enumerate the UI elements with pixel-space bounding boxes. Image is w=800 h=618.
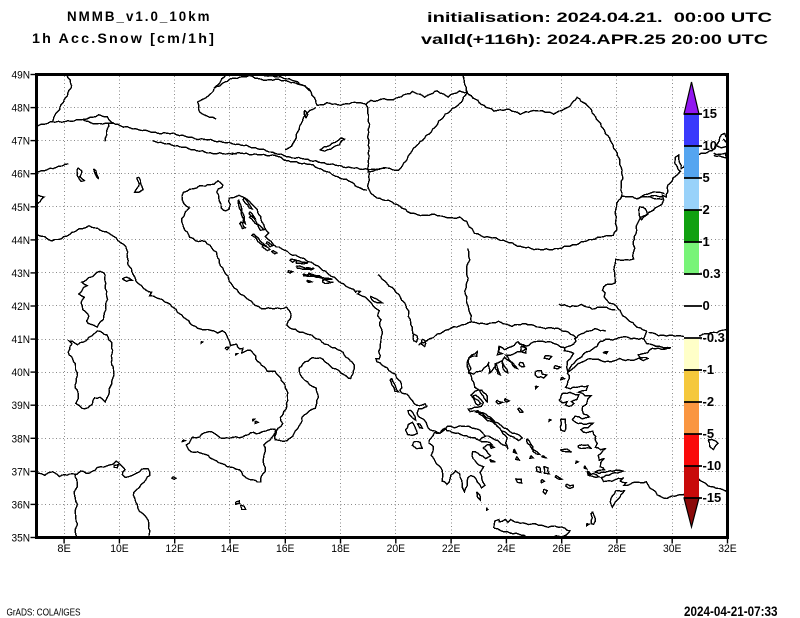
svg-text:30E: 30E xyxy=(663,543,682,555)
svg-text:39N: 39N xyxy=(12,400,31,412)
svg-text:2024-04-21-07:33: 2024-04-21-07:33 xyxy=(684,604,778,618)
svg-text:45N: 45N xyxy=(12,202,31,214)
svg-text:47N: 47N xyxy=(12,136,31,148)
svg-text:-1: -1 xyxy=(703,362,715,377)
svg-text:41N: 41N xyxy=(12,334,31,346)
svg-text:-2: -2 xyxy=(703,394,715,409)
svg-text:46N: 46N xyxy=(12,169,31,181)
svg-text:24E: 24E xyxy=(497,543,515,555)
svg-text:-0.3: -0.3 xyxy=(703,330,725,345)
svg-text:-5: -5 xyxy=(703,426,715,441)
svg-text:22E: 22E xyxy=(442,543,461,555)
svg-text:10E: 10E xyxy=(110,543,129,555)
svg-text:28E: 28E xyxy=(608,543,627,555)
svg-text:18E: 18E xyxy=(331,543,350,555)
svg-text:14E: 14E xyxy=(221,543,240,555)
svg-text:49N: 49N xyxy=(12,70,31,82)
svg-text:0.3: 0.3 xyxy=(703,266,721,281)
svg-text:initialisation: 2024.04.21. 0: initialisation: 2024.04.21. 00:00 UTC xyxy=(427,9,772,25)
svg-text:5: 5 xyxy=(703,170,710,185)
svg-text:1: 1 xyxy=(703,234,710,249)
svg-text:26E: 26E xyxy=(552,543,571,555)
svg-text:15: 15 xyxy=(703,106,717,121)
svg-text:48N: 48N xyxy=(12,103,31,115)
svg-text:2: 2 xyxy=(703,202,710,217)
svg-text:37N: 37N xyxy=(12,466,31,478)
svg-text:44N: 44N xyxy=(12,235,31,247)
svg-text:NMMB_v1.0_10km: NMMB_v1.0_10km xyxy=(67,8,212,24)
svg-text:36N: 36N xyxy=(12,499,31,511)
svg-text:35N: 35N xyxy=(12,533,31,545)
svg-text:43N: 43N xyxy=(12,268,31,280)
svg-text:-10: -10 xyxy=(703,458,722,473)
svg-text:1h Acc.Snow [cm/1h]: 1h Acc.Snow [cm/1h] xyxy=(32,30,216,46)
svg-text:-15: -15 xyxy=(703,490,722,505)
svg-text:valld(+116h): 2024.APR.25 20:0: valld(+116h): 2024.APR.25 20:00 UTC xyxy=(421,31,768,47)
svg-text:12E: 12E xyxy=(165,543,184,555)
svg-text:0: 0 xyxy=(703,298,710,313)
svg-text:38N: 38N xyxy=(12,433,31,445)
svg-text:GrADS: COLA/IGES: GrADS: COLA/IGES xyxy=(7,608,81,618)
svg-text:20E: 20E xyxy=(387,543,406,555)
svg-text:42N: 42N xyxy=(12,301,31,313)
svg-text:16E: 16E xyxy=(276,543,295,555)
svg-text:10: 10 xyxy=(703,138,717,153)
svg-text:32E: 32E xyxy=(718,543,737,555)
svg-text:8E: 8E xyxy=(57,543,71,555)
svg-text:40N: 40N xyxy=(12,367,31,379)
